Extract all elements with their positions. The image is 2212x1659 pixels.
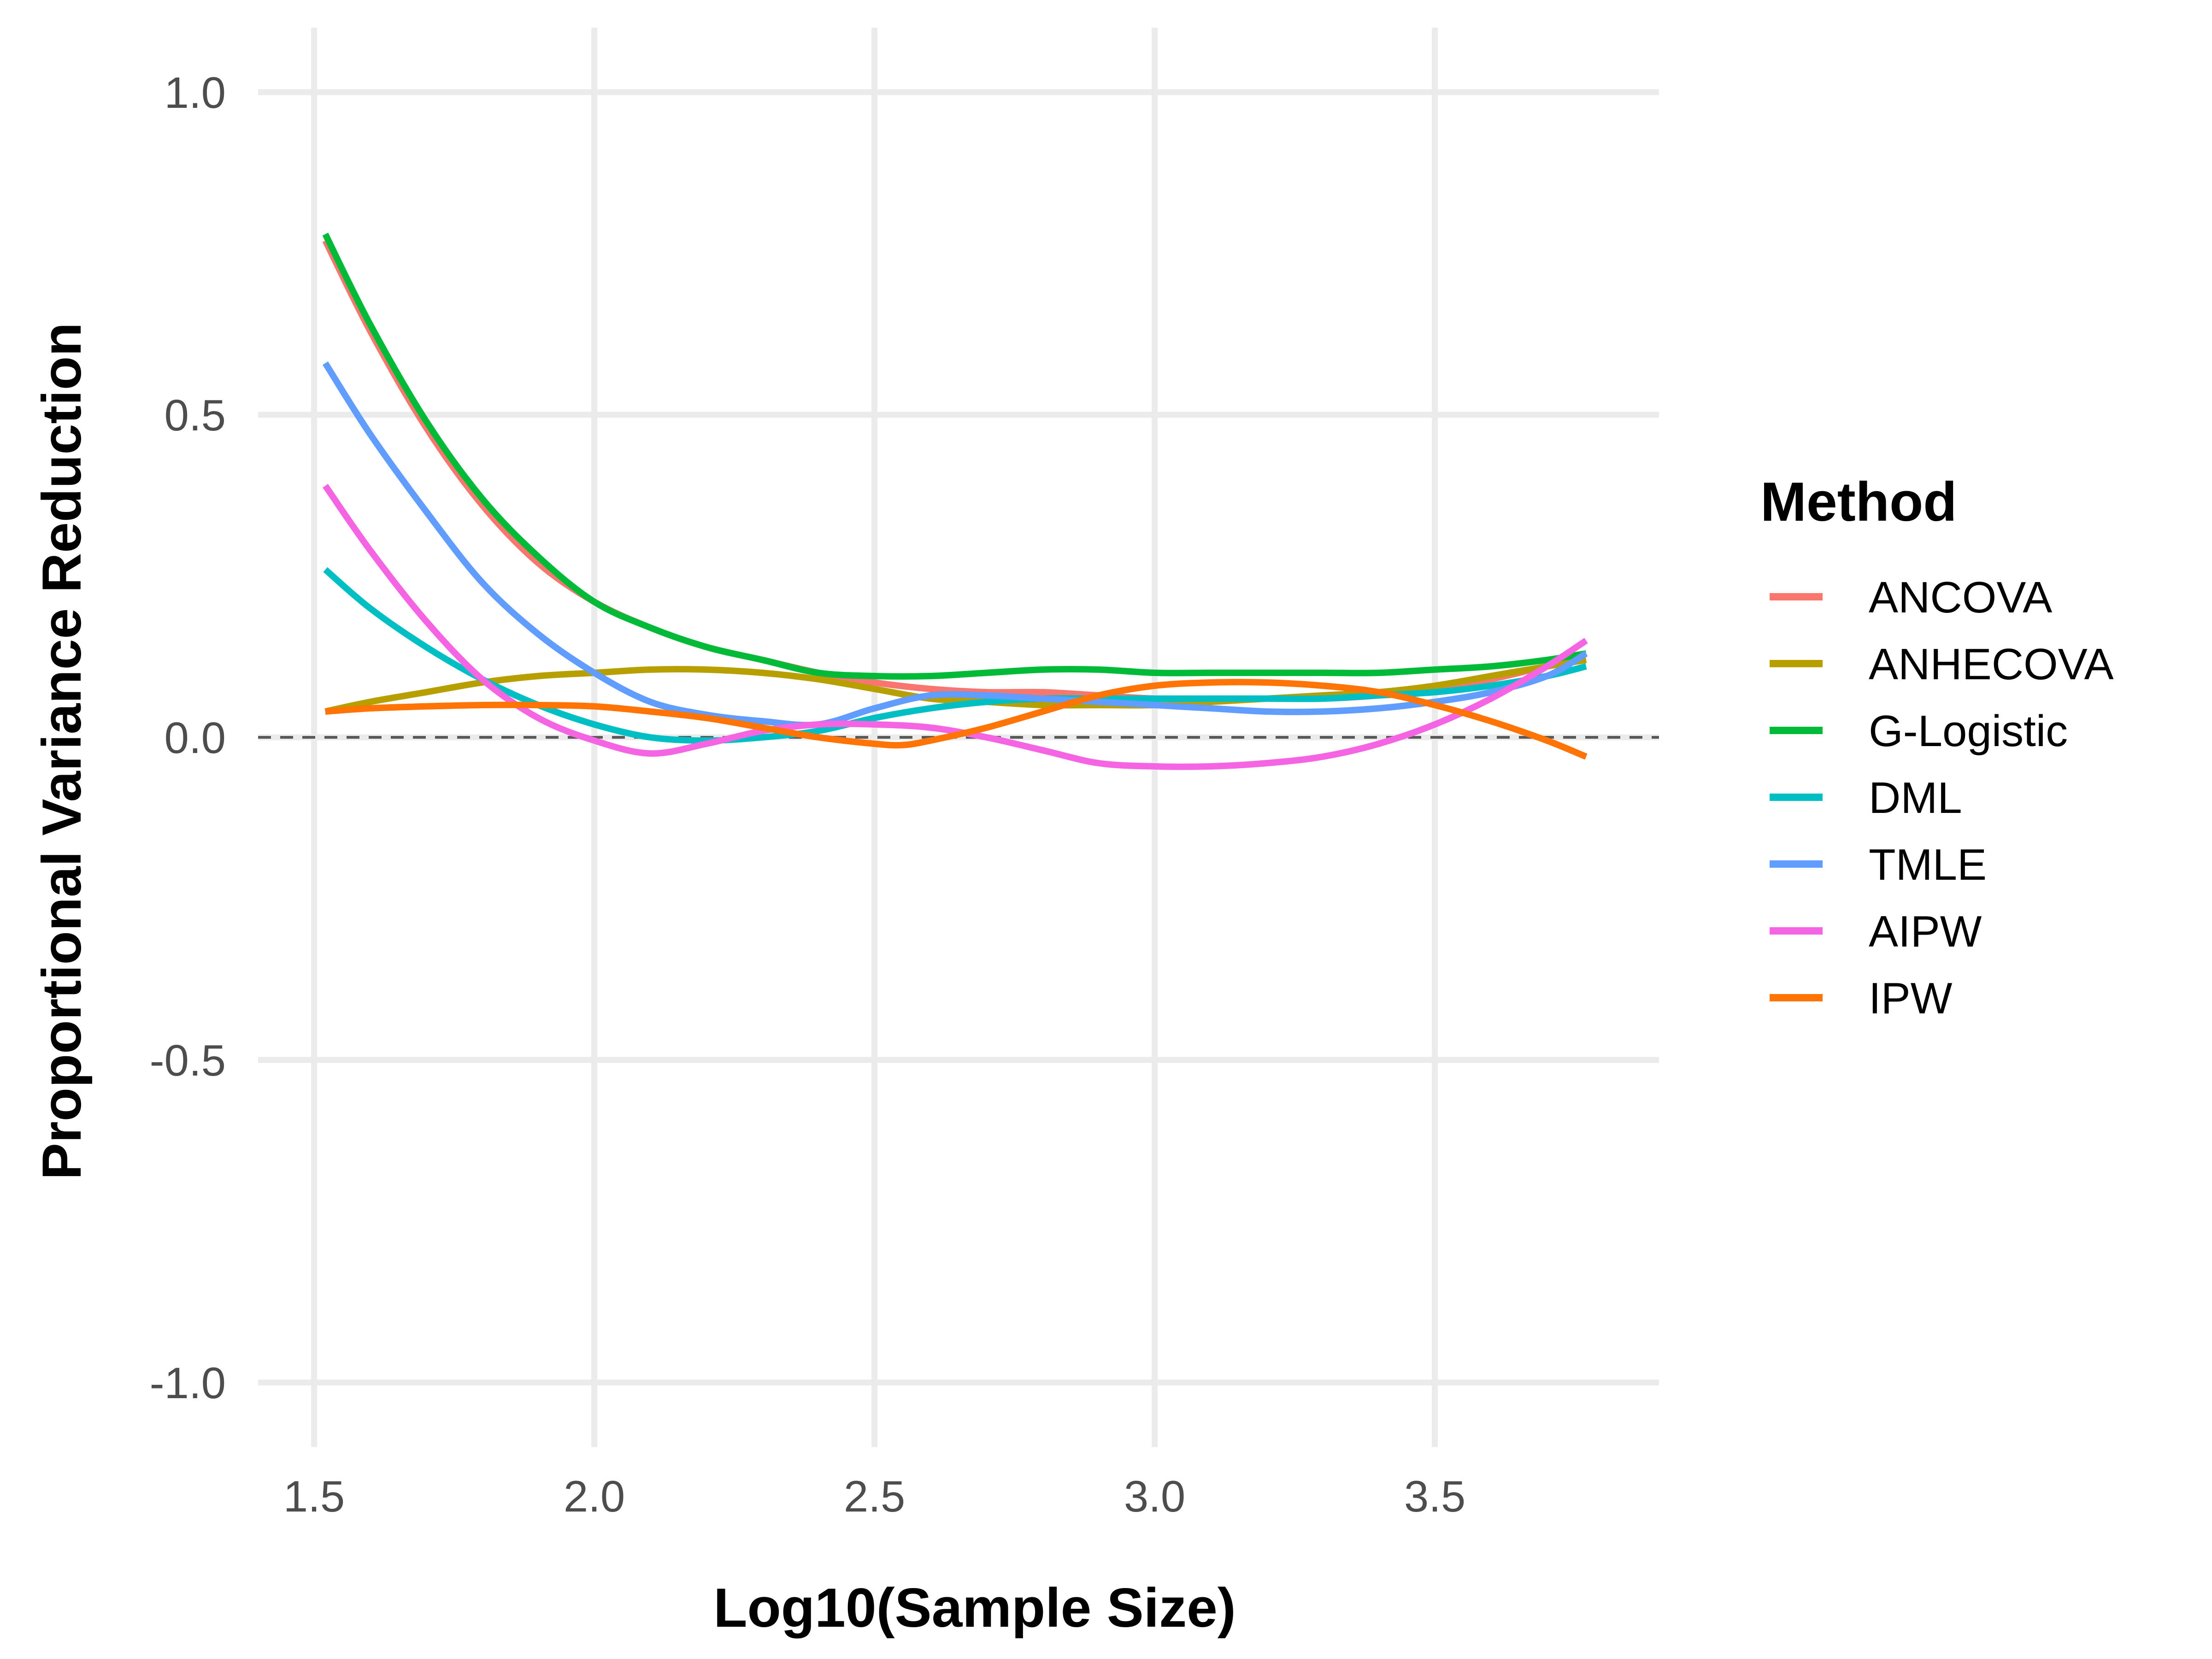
series-line-g-logistic — [322, 232, 1587, 680]
legend-label: ANCOVA — [1869, 573, 2052, 622]
x-tick-label: 2.5 — [844, 1472, 905, 1521]
y-tick-label: 1.0 — [165, 68, 226, 118]
legend-label: AIPW — [1869, 907, 1982, 956]
y-axis-ticks: -1.0 -0.5 0.0 0.5 1.0 — [150, 68, 226, 1408]
x-tick-label: 3.0 — [1124, 1472, 1185, 1521]
series-line-aipw — [323, 484, 1588, 770]
y-tick-label: 0.5 — [165, 391, 226, 440]
y-tick-label: -0.5 — [150, 1036, 226, 1085]
legend-label: TMLE — [1869, 840, 1987, 889]
x-axis-ticks: 1.5 2.0 2.5 3.0 3.5 — [283, 1472, 1465, 1521]
series-line-ipw — [325, 679, 1588, 760]
y-tick-label: 0.0 — [165, 713, 226, 763]
x-tick-label: 2.0 — [564, 1472, 625, 1521]
x-tick-label: 3.5 — [1404, 1472, 1465, 1521]
legend: Method ANCOVA ANHECOVA G-Logistic DML TMLE AI… — [1760, 471, 2114, 1023]
x-axis-title: Log10(Sample Size) — [713, 1577, 1236, 1639]
legend-label: G-Logistic — [1869, 706, 2068, 756]
legend-title: Method — [1760, 471, 1957, 533]
legend-items: ANCOVA ANHECOVA G-Logistic DML TMLE AIPW IPW — [1770, 573, 2114, 1023]
legend-label: ANHECOVA — [1869, 640, 2114, 689]
legend-label: IPW — [1869, 974, 1953, 1023]
y-axis-title: Proportional Variance Reduction — [31, 323, 93, 1180]
series-line-tmle — [322, 361, 1588, 729]
y-tick-label: -1.0 — [150, 1359, 226, 1408]
series-lines — [322, 232, 1588, 770]
x-tick-label: 1.5 — [283, 1472, 345, 1521]
legend-label: DML — [1869, 773, 1962, 823]
